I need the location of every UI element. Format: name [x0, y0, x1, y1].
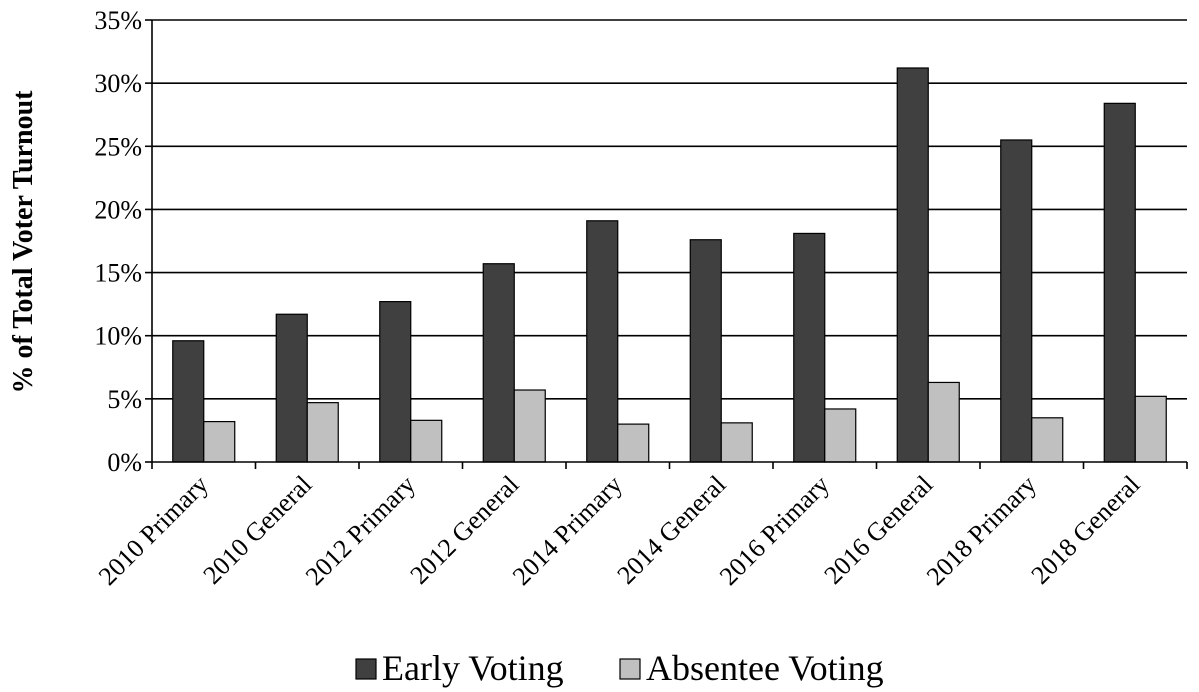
legend-label: Absentee Voting: [646, 648, 884, 688]
y-tick-label: 30%: [94, 69, 142, 98]
axes: [145, 19, 1188, 469]
bar-absentee-voting-3: [513, 389, 546, 463]
y-tick-label: 15%: [94, 259, 142, 288]
legend-label: Early Voting: [382, 648, 564, 688]
bar-absentee-voting-2: [410, 419, 443, 463]
x-tick-label: 2012 General: [404, 470, 524, 590]
bar-early-voting-8: [1000, 139, 1033, 463]
bar-absentee-voting-6: [824, 408, 857, 463]
gridlines: [152, 19, 1187, 400]
bar-early-voting-4: [586, 220, 619, 463]
x-tick-label: 2014 General: [611, 470, 731, 590]
y-tick-label: 25%: [94, 132, 142, 161]
bar-early-voting-5: [689, 239, 722, 463]
x-tick-label: 2012 Primary: [300, 470, 421, 591]
x-tick-label: 2010 Primary: [93, 470, 214, 591]
y-axis-title: % of Total Voter Turnout: [8, 90, 39, 394]
bar-early-voting-2: [379, 301, 412, 463]
y-tick-label: 20%: [94, 195, 142, 224]
bar-early-voting-7: [896, 67, 929, 463]
bar-early-voting-0: [172, 340, 205, 463]
bar-absentee-voting-0: [203, 420, 236, 463]
bar-absentee-voting-8: [1031, 417, 1064, 463]
x-tick-label: 2018 Primary: [921, 470, 1042, 591]
x-tick-label: 2010 General: [197, 470, 317, 590]
y-tick-label: 0%: [107, 448, 142, 477]
x-tick-label: 2016 Primary: [714, 470, 835, 591]
x-tick-label: 2014 Primary: [507, 470, 628, 591]
bar-early-voting-3: [482, 263, 515, 463]
bar-absentee-voting-1: [306, 402, 339, 463]
legend-swatch: [355, 658, 377, 680]
y-tick-label: 35%: [94, 6, 142, 35]
bar-early-voting-6: [793, 232, 826, 463]
x-tick-label: 2016 General: [818, 470, 938, 590]
bar-absentee-voting-7: [927, 381, 960, 463]
legend: Early Voting Absentee Voting: [355, 648, 884, 688]
bar-early-voting-9: [1103, 102, 1136, 463]
bar-early-voting-1: [275, 313, 308, 463]
x-tick-label: 2018 General: [1025, 470, 1145, 590]
y-tick-label: 10%: [94, 322, 142, 351]
y-tick-label: 5%: [107, 385, 142, 414]
legend-swatch: [619, 658, 641, 680]
bar-absentee-voting-4: [617, 423, 650, 463]
y-tick-labels: 0% 5% 10% 15% 20% 25% 30% 35%: [94, 6, 142, 477]
bar-absentee-voting-9: [1134, 395, 1167, 463]
bars: [172, 67, 1167, 463]
bar-absentee-voting-5: [720, 422, 753, 463]
